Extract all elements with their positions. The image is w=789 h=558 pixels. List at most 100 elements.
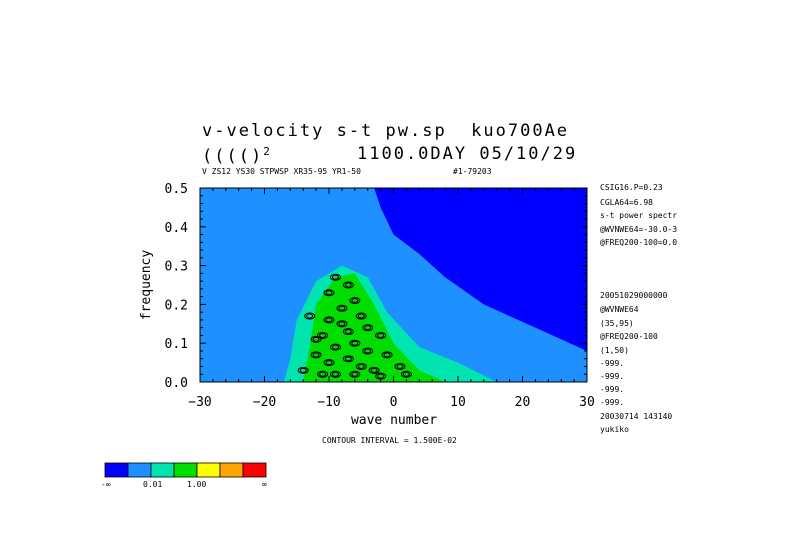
x-tick-label: 30 — [579, 395, 595, 410]
contour-ring — [310, 351, 322, 359]
contour-ring — [329, 273, 341, 281]
contour-ring — [325, 317, 333, 323]
contour-ring — [342, 281, 354, 289]
contour-ring — [355, 362, 367, 370]
contour-ring — [381, 351, 393, 359]
contour-ring — [325, 360, 333, 366]
y-tick-label: 0.4 — [165, 221, 189, 236]
colorbar-swatch — [196, 462, 221, 478]
side-annotation: -999. — [600, 385, 625, 394]
contour-ring — [331, 371, 339, 377]
contour-ring — [364, 325, 372, 331]
contour-ring — [306, 313, 314, 319]
contour-ring — [317, 370, 329, 378]
contour-ring — [342, 355, 354, 363]
contour-ring — [336, 304, 348, 312]
colorbar-swatch — [150, 462, 175, 478]
side-annotation: @FREQ200-100=0.0 — [600, 238, 678, 247]
contour-ring — [368, 366, 380, 374]
title-date: 1100.0DAY 05/10/29 — [357, 144, 578, 164]
title-formula: (((()2 — [202, 146, 272, 166]
contour-ring — [329, 343, 341, 351]
side-annotation: (1,50) — [600, 346, 629, 355]
side-annotation: CSIG16.P=0.23 — [600, 183, 663, 192]
x-tick-label: −20 — [253, 395, 276, 410]
contour-ring — [342, 328, 354, 336]
colorbar-swatch — [104, 462, 129, 478]
colorbar-label-1-00: 1.00 — [187, 480, 207, 489]
side-annotation: 20030714 143140 — [600, 412, 673, 421]
side-annotation: @WVNWE64=-30.0-3 — [600, 225, 678, 234]
contour-ring — [375, 331, 387, 339]
side-annotation: @WVNWE64 — [600, 305, 639, 314]
y-tick-label: 0.2 — [165, 298, 188, 313]
contour-ring — [331, 274, 339, 280]
contour-ring — [338, 305, 346, 311]
side-annotation: yukiko — [600, 425, 629, 434]
colorbar — [104, 462, 267, 478]
colorbar-swatch — [219, 462, 244, 478]
y-tick-label: 0.3 — [165, 260, 188, 275]
axis-tick-labels: −30 −20 −10 0 10 20 30 0.0 0.1 0.2 0.3 0.4 0.5 — [165, 182, 595, 410]
contour-ring — [297, 366, 309, 374]
side-annotation: -999. — [600, 372, 625, 381]
contour-ring — [323, 359, 335, 367]
contour-ring — [362, 347, 374, 355]
contour-ring — [377, 332, 385, 338]
heatmap-regions — [200, 188, 587, 382]
contour-ring — [383, 352, 391, 358]
side-annotation: -999. — [600, 398, 625, 407]
chart-subtitle-id: #1-79203 — [453, 167, 492, 176]
contour-ring — [310, 335, 322, 343]
contour-lines — [297, 273, 412, 380]
contour-ring — [349, 370, 361, 378]
x-tick-label: 10 — [450, 395, 466, 410]
side-annotation: (35,95) — [600, 319, 634, 328]
side-annotation: @FREQ200-100 — [600, 332, 658, 341]
contour-ring — [357, 363, 365, 369]
contour-ring — [344, 329, 352, 335]
side-annotation: s-t power spectr — [600, 211, 678, 220]
colorbar-swatch — [173, 462, 198, 478]
colorbar-swatch — [242, 462, 267, 478]
axis-ticks — [199, 187, 588, 383]
side-annotation: CGLA64=6.98 — [600, 198, 653, 207]
contour-ring — [394, 362, 406, 370]
side-annotation: 20051029000000 — [600, 291, 668, 300]
contour-ring — [312, 336, 320, 342]
contour-ring — [349, 339, 361, 347]
contour-ring — [331, 344, 339, 350]
x-tick-label: 0 — [390, 395, 398, 410]
contour-ring — [317, 331, 329, 339]
contour-ring — [329, 370, 341, 378]
contour-ring — [364, 348, 372, 354]
contour-ring — [325, 290, 333, 296]
y-tick-label: 0.5 — [165, 182, 188, 197]
contour-ring — [349, 297, 361, 305]
contour-ring — [351, 340, 359, 346]
x-tick-label: 20 — [515, 395, 531, 410]
contour-ring — [299, 367, 307, 373]
contour-ring — [370, 367, 378, 373]
chart-title: v-velocity s-t pw.sp kuo700Ae — [202, 121, 570, 141]
colorbar-label-pos-inf: ∞ — [262, 480, 267, 489]
contour-ring — [304, 312, 316, 320]
colorbar-label-neg-inf: -∞ — [101, 480, 111, 489]
contour-ring — [344, 282, 352, 288]
title-formula-exponent: 2 — [263, 145, 272, 158]
y-axis-label: frequency — [139, 250, 154, 321]
contour-interval-label: CONTOUR INTERVAL = 1.500E-02 — [322, 436, 457, 445]
x-axis-label: wave number — [351, 413, 437, 428]
chart-subtitle: V ZS12 YS30 STPWSP XR35-95 YR1-50 — [202, 167, 361, 176]
contour-ring — [351, 371, 359, 377]
contour-ring — [402, 371, 410, 377]
x-tick-label: −30 — [188, 395, 211, 410]
side-annotation: -999. — [600, 359, 625, 368]
contour-ring — [344, 356, 352, 362]
contour-ring — [312, 352, 320, 358]
contour-ring — [357, 313, 365, 319]
contour-ring — [396, 363, 404, 369]
colorbar-swatch — [127, 462, 152, 478]
contour-ring — [351, 298, 359, 304]
